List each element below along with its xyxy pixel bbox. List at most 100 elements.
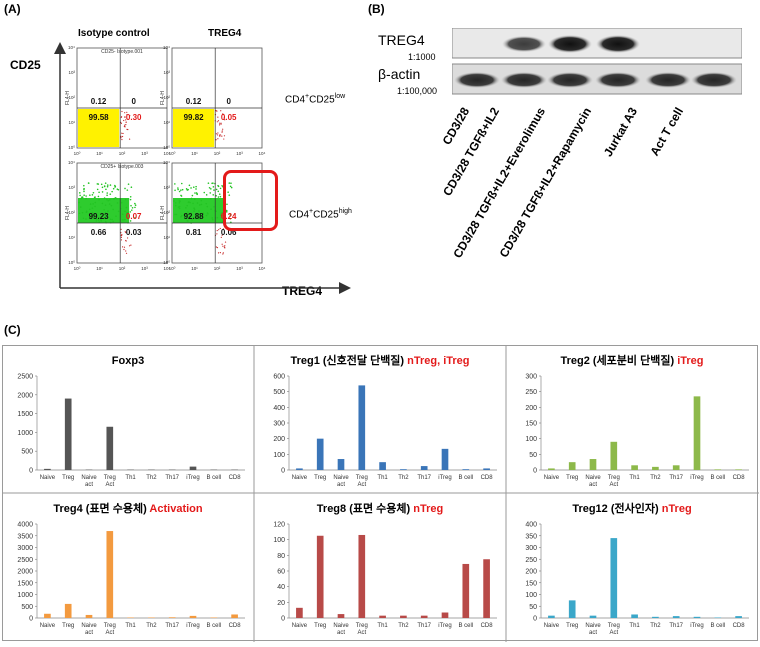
quadrant-value: 0.07: [126, 212, 142, 221]
bar: [317, 439, 324, 470]
svg-text:10¹: 10¹: [96, 266, 103, 271]
bar: [548, 616, 555, 618]
bar: [442, 613, 449, 618]
x-tick-label: Th17: [669, 475, 683, 481]
blot-dilution-actin: 1:100,000: [397, 86, 437, 96]
svg-text:10¹: 10¹: [163, 235, 170, 240]
highlight-box: [223, 170, 278, 231]
bar-chart-6: Treg12 (전사인자) nTreg050100150200250300350…: [525, 501, 749, 636]
bar: [379, 616, 386, 618]
svg-text:10¹: 10¹: [68, 235, 75, 240]
x-tick-label: Naive: [40, 623, 56, 629]
bar: [483, 468, 490, 470]
y-tick-label: 40: [277, 584, 285, 591]
chart-title: Treg8 (표면 수용체) nTreg: [317, 501, 443, 515]
bar-chart-3: Treg2 (세포분비 단백질) iTreg050100150200250300…: [525, 353, 749, 488]
bar: [714, 469, 721, 470]
y-tick-label: 200: [525, 405, 537, 412]
treg4-band: [596, 35, 640, 53]
bar: [652, 617, 659, 618]
actin-band: [501, 72, 547, 88]
y-tick-label: 400: [273, 405, 285, 412]
bar: [735, 469, 742, 470]
quadrant-value: 0.03: [126, 228, 142, 237]
svg-text:10⁰: 10⁰: [68, 260, 75, 265]
bar-chart-2: Treg1 (신호전달 단백질) nTreg, iTreg01002003004…: [273, 353, 497, 488]
y-tick-label: 4000: [17, 522, 33, 529]
y-tick-label: 300: [273, 421, 285, 428]
x-tick-label: Naive: [292, 623, 308, 629]
x-tick-label: CD8: [481, 475, 494, 481]
bar: [631, 614, 638, 618]
x-tick-label: Treg: [566, 475, 578, 481]
svg-text:10⁰: 10⁰: [163, 145, 170, 150]
bar: [296, 608, 303, 618]
bar: [400, 616, 407, 618]
quadrant-value: 92.88: [184, 212, 205, 221]
y-tick-label: 1500: [17, 580, 33, 587]
chart-title: Treg12 (전사인자) nTreg: [572, 501, 691, 515]
chart-title: Treg2 (세포분비 단백질) iTreg: [561, 353, 704, 367]
flow-plot-1: CD25- Isotype.00110⁰10⁰10¹10¹10²10²10³10…: [65, 42, 175, 156]
svg-text:10¹: 10¹: [191, 151, 198, 156]
panel-label-c: (C): [4, 323, 21, 337]
bar: [462, 564, 469, 618]
svg-text:10³: 10³: [236, 151, 243, 156]
svg-text:10⁰: 10⁰: [169, 266, 176, 271]
y-tick-label: 120: [273, 522, 285, 529]
y-tick-label: 2000: [17, 392, 33, 399]
actin-band: [691, 72, 737, 88]
quadrant-value: 0.81: [186, 228, 202, 237]
svg-text:10³: 10³: [163, 70, 170, 75]
quadrant-value: 0: [226, 97, 231, 106]
x-tick-label: Th17: [165, 623, 179, 629]
bar: [442, 449, 449, 470]
svg-text:10¹: 10¹: [163, 120, 170, 125]
plot-y-axis: FL4-H: [65, 206, 71, 220]
y-tick-label: 500: [21, 449, 33, 456]
x-tick-label: Th1: [125, 475, 136, 481]
y-tick-label: 500: [21, 604, 33, 611]
y-tick-label: 100: [273, 452, 285, 459]
quadrant-value: 99.23: [89, 212, 110, 221]
bar: [548, 468, 555, 470]
y-tick-label: 600: [273, 374, 285, 381]
x-tick-label: B cell: [458, 475, 473, 481]
x-tick-label: Naive: [292, 475, 308, 481]
svg-text:10³: 10³: [68, 70, 75, 75]
svg-text:10⁴: 10⁴: [68, 45, 75, 50]
bar: [673, 465, 680, 470]
y-tick-label: 2500: [17, 557, 33, 564]
bar: [483, 559, 490, 618]
svg-text:10¹: 10¹: [68, 120, 75, 125]
x-tick-label: Th1: [629, 475, 640, 481]
svg-text:10⁰: 10⁰: [74, 266, 81, 271]
bar: [106, 531, 113, 618]
bar: [379, 462, 386, 470]
bar: [44, 614, 51, 618]
y-tick-label: 0: [281, 616, 285, 623]
x-tick-label: Treg: [314, 623, 326, 629]
x-tick-label: Naive: [544, 623, 560, 629]
bar: [735, 616, 742, 618]
x-tick-label: Th1: [125, 623, 136, 629]
svg-text:10⁰: 10⁰: [74, 151, 81, 156]
quadrant-value: 0: [131, 97, 136, 106]
panel-label-a: (A): [4, 2, 21, 16]
y-tick-label: 1000: [17, 430, 33, 437]
y-tick-label: 100: [525, 436, 537, 443]
bar: [673, 616, 680, 618]
lane-label-4: CD3/28 TGFß+IL2+Rapamycin: [497, 105, 594, 260]
actin-band: [595, 72, 641, 88]
svg-text:10¹: 10¹: [191, 266, 198, 271]
y-axis-label: CD25: [10, 58, 41, 72]
x-tick-label: iTreg: [690, 623, 703, 629]
quadrant-value: 0.66: [91, 228, 107, 237]
